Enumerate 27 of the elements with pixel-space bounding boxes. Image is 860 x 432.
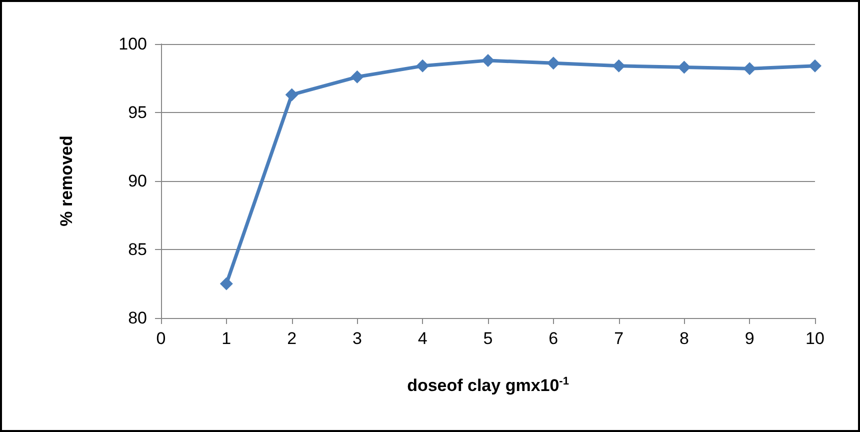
point	[678, 60, 691, 74]
point	[546, 56, 560, 70]
y-tick-label: 80	[128, 308, 147, 328]
x-tick-label: 2	[287, 329, 297, 348]
x-tick-label: 3	[352, 329, 362, 348]
x-tick-label: 8	[679, 329, 689, 348]
x-tick-label: 5	[483, 329, 493, 348]
x-tick-label: 6	[548, 329, 558, 348]
y-tick-label: 100	[118, 34, 147, 54]
y-tick-label: 95	[128, 103, 147, 122]
x-tick-label: 4	[418, 329, 428, 348]
point	[350, 70, 364, 84]
x-tick-label: 10	[806, 329, 824, 348]
point	[808, 59, 822, 72]
point	[220, 277, 233, 290]
x-tick-label: 9	[744, 329, 754, 348]
y-tick-label: 90	[128, 172, 147, 190]
y-axis-title: % removed	[57, 136, 76, 226]
x-tick-label: 7	[614, 329, 624, 348]
point	[482, 54, 494, 67]
y-tick-label: 85	[128, 240, 147, 259]
x-tick-label: 0	[156, 329, 166, 348]
point	[612, 59, 626, 72]
point	[743, 62, 756, 76]
point	[285, 88, 298, 102]
point	[416, 59, 430, 72]
x-tick-label: 1	[222, 329, 232, 348]
